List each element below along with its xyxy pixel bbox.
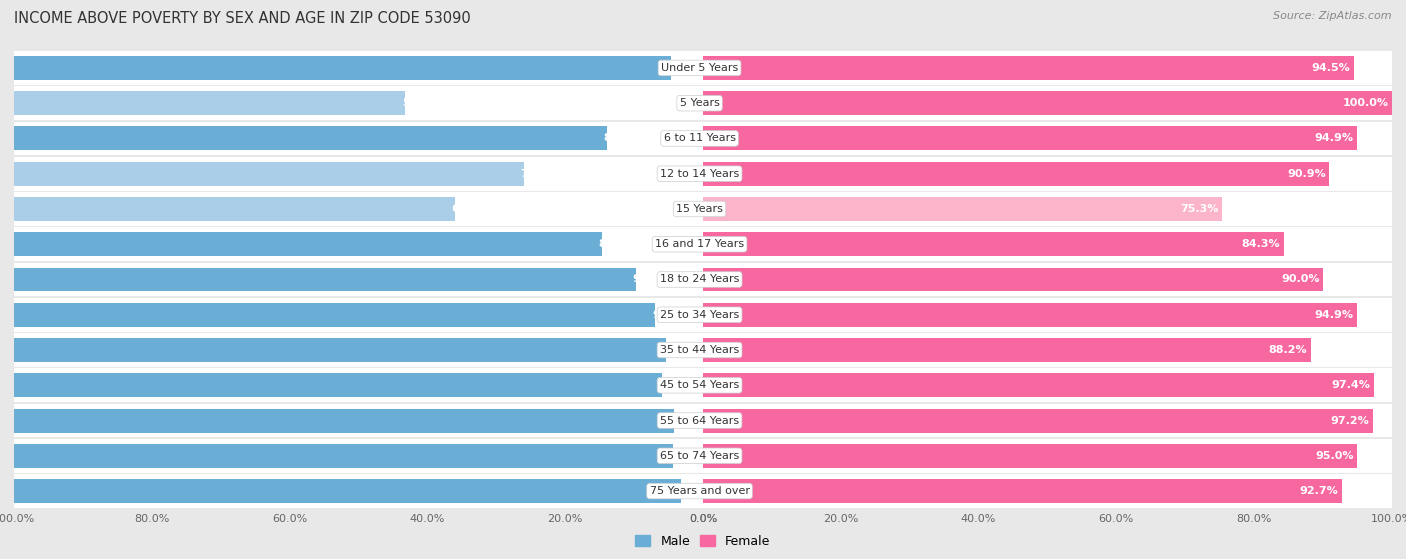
Text: 5 Years: 5 Years bbox=[679, 98, 720, 108]
Bar bbox=[696, 192, 1392, 226]
Text: 94.7%: 94.7% bbox=[664, 345, 702, 355]
Bar bbox=[14, 268, 636, 291]
Text: 84.3%: 84.3% bbox=[1241, 239, 1281, 249]
Bar bbox=[14, 368, 710, 402]
Text: 88.2%: 88.2% bbox=[1268, 345, 1308, 355]
Bar bbox=[14, 474, 710, 508]
Text: 96.8%: 96.8% bbox=[678, 486, 717, 496]
Bar bbox=[14, 126, 606, 150]
Bar bbox=[14, 157, 710, 191]
Text: 18 to 24 Years: 18 to 24 Years bbox=[659, 274, 740, 285]
Bar bbox=[14, 192, 710, 226]
Bar bbox=[696, 121, 1392, 155]
Text: 94.1%: 94.1% bbox=[659, 380, 697, 390]
Legend: Male, Female: Male, Female bbox=[630, 530, 776, 553]
Text: 6 to 11 Years: 6 to 11 Years bbox=[664, 134, 735, 144]
Text: 16 and 17 Years: 16 and 17 Years bbox=[655, 239, 744, 249]
Text: 85.3%: 85.3% bbox=[599, 239, 637, 249]
Bar bbox=[703, 409, 1372, 433]
Text: 12 to 14 Years: 12 to 14 Years bbox=[659, 169, 740, 179]
Text: 65 to 74 Years: 65 to 74 Years bbox=[659, 451, 740, 461]
Bar bbox=[696, 157, 1392, 191]
Text: 25 to 34 Years: 25 to 34 Years bbox=[659, 310, 740, 320]
Bar bbox=[14, 51, 710, 85]
Text: 56.8%: 56.8% bbox=[402, 98, 440, 108]
Text: 64.0%: 64.0% bbox=[451, 204, 491, 214]
Bar bbox=[14, 121, 710, 155]
Bar bbox=[696, 228, 1392, 261]
Text: 45 to 54 Years: 45 to 54 Years bbox=[659, 380, 740, 390]
Bar bbox=[14, 404, 710, 438]
Text: Source: ZipAtlas.com: Source: ZipAtlas.com bbox=[1274, 11, 1392, 21]
Bar bbox=[703, 56, 1354, 80]
Bar bbox=[14, 373, 662, 397]
Text: INCOME ABOVE POVERTY BY SEX AND AGE IN ZIP CODE 53090: INCOME ABOVE POVERTY BY SEX AND AGE IN Z… bbox=[14, 11, 471, 26]
Bar bbox=[703, 303, 1357, 327]
Bar bbox=[696, 51, 1392, 85]
Text: 94.5%: 94.5% bbox=[1312, 63, 1351, 73]
Bar bbox=[14, 439, 710, 473]
Text: 74.0%: 74.0% bbox=[520, 169, 560, 179]
Bar bbox=[14, 56, 671, 80]
Bar bbox=[14, 444, 673, 468]
Text: 90.9%: 90.9% bbox=[1286, 169, 1326, 179]
Bar bbox=[14, 479, 681, 503]
Text: 95.3%: 95.3% bbox=[668, 63, 706, 73]
Bar bbox=[14, 303, 655, 327]
Bar bbox=[703, 232, 1284, 256]
Bar bbox=[14, 91, 405, 115]
Text: 95.8%: 95.8% bbox=[671, 415, 709, 425]
Bar bbox=[696, 368, 1392, 402]
Text: 90.0%: 90.0% bbox=[1281, 274, 1320, 285]
Text: 94.9%: 94.9% bbox=[1315, 310, 1354, 320]
Bar bbox=[696, 404, 1392, 438]
Bar bbox=[696, 86, 1392, 120]
Text: 55 to 64 Years: 55 to 64 Years bbox=[659, 415, 740, 425]
Text: 75 Years and over: 75 Years and over bbox=[650, 486, 749, 496]
Bar bbox=[696, 298, 1392, 331]
Bar bbox=[703, 444, 1358, 468]
Bar bbox=[14, 338, 666, 362]
Bar bbox=[703, 373, 1374, 397]
Text: 97.4%: 97.4% bbox=[1331, 380, 1371, 390]
Bar bbox=[703, 268, 1323, 291]
Bar bbox=[703, 338, 1310, 362]
Bar bbox=[14, 197, 456, 221]
Bar bbox=[703, 162, 1329, 186]
Text: 93.1%: 93.1% bbox=[652, 310, 690, 320]
Bar bbox=[696, 263, 1392, 296]
Bar bbox=[696, 333, 1392, 367]
Text: 95.7%: 95.7% bbox=[669, 451, 709, 461]
Text: Under 5 Years: Under 5 Years bbox=[661, 63, 738, 73]
Bar bbox=[703, 91, 1392, 115]
Text: 75.3%: 75.3% bbox=[1180, 204, 1219, 214]
Text: 97.2%: 97.2% bbox=[1330, 415, 1369, 425]
Text: 94.9%: 94.9% bbox=[1315, 134, 1354, 144]
Bar bbox=[703, 126, 1357, 150]
Text: 90.3%: 90.3% bbox=[633, 274, 671, 285]
Bar bbox=[703, 479, 1341, 503]
Text: 35 to 44 Years: 35 to 44 Years bbox=[659, 345, 740, 355]
Bar bbox=[696, 474, 1392, 508]
Text: 92.7%: 92.7% bbox=[1299, 486, 1339, 496]
Text: 100.0%: 100.0% bbox=[1343, 98, 1389, 108]
Text: 86.0%: 86.0% bbox=[603, 134, 641, 144]
Bar bbox=[14, 333, 710, 367]
Bar bbox=[696, 439, 1392, 473]
Bar bbox=[14, 232, 602, 256]
Bar bbox=[14, 162, 524, 186]
Text: 15 Years: 15 Years bbox=[676, 204, 723, 214]
Bar bbox=[703, 197, 1222, 221]
Bar bbox=[14, 298, 710, 331]
Text: 95.0%: 95.0% bbox=[1316, 451, 1354, 461]
Bar bbox=[14, 409, 673, 433]
Bar bbox=[14, 263, 710, 296]
Bar bbox=[14, 228, 710, 261]
Bar bbox=[14, 86, 710, 120]
